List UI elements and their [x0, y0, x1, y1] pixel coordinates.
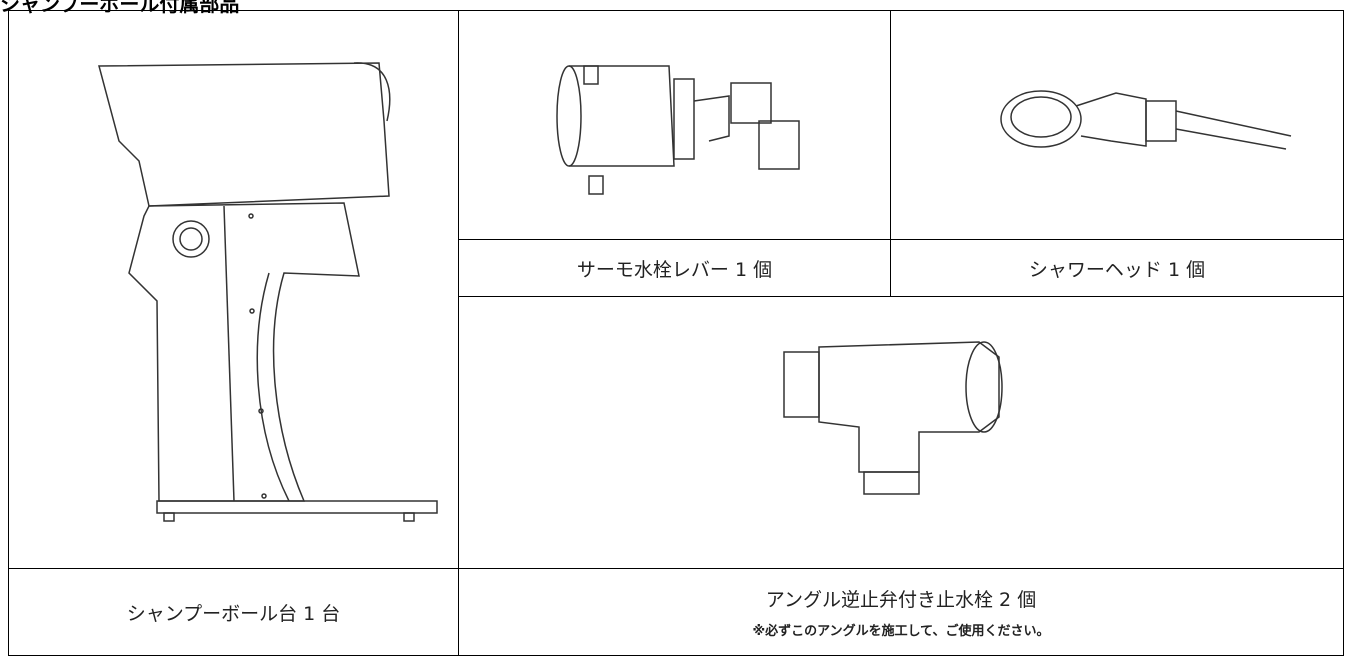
item-label: アングル逆止弁付き止水栓 2 個 — [765, 589, 1037, 611]
image-cell — [458, 10, 891, 240]
image-cell — [8, 10, 459, 569]
shampoo-bowl-illustration — [98, 62, 438, 522]
label-cell: シャンプーボール台 1 台 — [8, 568, 459, 656]
item-label: サーモ水栓レバー 1 個 — [576, 258, 773, 281]
label-cell: アングル逆止弁付き止水栓 2 個 ※必ずこのアングルを施工して、ご使用ください。 — [458, 568, 1344, 656]
label-cell: シャワーヘッド 1 個 — [890, 239, 1344, 297]
title: シャンプーボール付属部品 — [0, 0, 240, 16]
angle-valve-illustration — [783, 341, 1003, 495]
image-cell — [890, 10, 1344, 240]
item-label: シャンプーボール台 1 台 — [126, 602, 341, 625]
item-note: ※必ずこのアングルを施工して、ご使用ください。 — [752, 624, 1050, 639]
image-cell — [458, 296, 1344, 569]
item-label: シャワーヘッド 1 個 — [1028, 258, 1206, 281]
shower-head-illustration — [1000, 90, 1292, 150]
label-cell: サーモ水栓レバー 1 個 — [458, 239, 891, 297]
thermo-lever-illustration — [556, 65, 800, 195]
